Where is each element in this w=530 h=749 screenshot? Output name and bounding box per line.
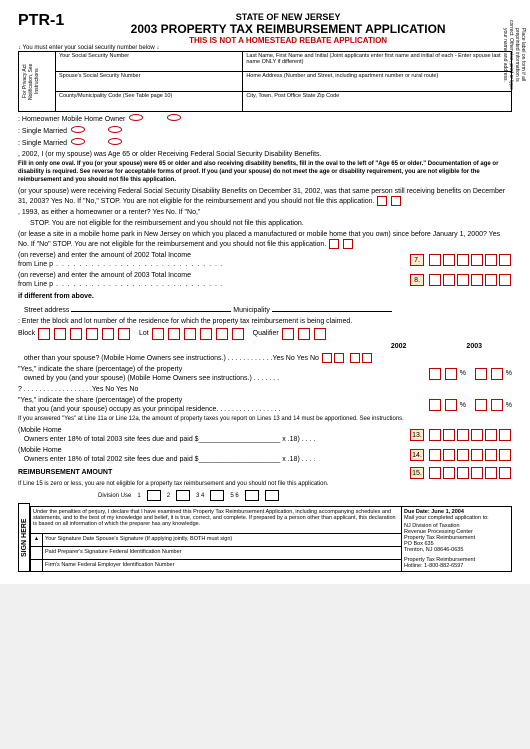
num15: 15.: [410, 467, 424, 479]
num14: 14.: [410, 449, 424, 461]
checkbox-no[interactable]: [391, 196, 401, 206]
city-label: City, Town, Post Office State Zip Code: [246, 93, 339, 99]
arrow-icon: ▲: [31, 534, 43, 547]
sign-here-side: SIGN HERE: [18, 503, 30, 572]
line9: other than your spouse? (Mobile Home Own…: [18, 353, 512, 363]
form-code: PTR-1: [18, 12, 64, 30]
line8: : Enter the block and lot number of the …: [18, 317, 512, 326]
oval[interactable]: [108, 126, 122, 133]
status2: : Single Married: [18, 128, 67, 135]
id-grid: For Privacy Act Notification, See Instru…: [18, 51, 512, 112]
line1: , 2002, I (or my spouse) was Age 65 or o…: [18, 150, 512, 159]
sig-row2[interactable]: Paid Preparer's Signature Federal Identi…: [43, 546, 402, 559]
line15: (Mobile Home Owners enter 18% of total 2…: [18, 446, 512, 464]
status-row-1: : Homeowner Mobile Home Owner: [18, 114, 512, 124]
oval[interactable]: [71, 126, 85, 133]
line11: ? . . . . . . . . . . . . . . . . . .Yes…: [18, 385, 512, 394]
page: Place label on form if all preprinted in…: [0, 0, 530, 584]
oval[interactable]: [71, 138, 85, 145]
num7: 7.: [410, 254, 424, 266]
ssn-label: Your Social Security Number: [59, 53, 129, 59]
checkbox-yes[interactable]: [329, 239, 339, 249]
line7: if different from above.: [18, 292, 512, 301]
line13: If you answered "Yes" at Line 11a or Lin…: [18, 416, 512, 424]
name-label: Last Name, First Name and Initial (Joint…: [246, 53, 500, 65]
street-input[interactable]: [71, 303, 231, 312]
muni-input[interactable]: [272, 303, 392, 312]
line10: "Yes," indicate the share (percentage) o…: [18, 365, 512, 383]
division-use: Division Use 1 2 3 4 5 6: [18, 490, 512, 501]
county-label: County/Municipality Code (See Table page…: [59, 93, 172, 99]
line4: (or lease a site in a mobile home park i…: [18, 230, 512, 249]
num8: 8.: [410, 274, 424, 286]
oval[interactable]: [129, 114, 143, 121]
state-line: STATE OF NEW JERSEY: [64, 12, 512, 22]
sig-row3[interactable]: Firm's Name Federal Employer Identificat…: [43, 559, 402, 572]
status3: : Single Married: [18, 140, 67, 147]
amt[interactable]: [429, 254, 441, 266]
hotline: Property Tax Reimbursement Hotline: 1-80…: [404, 557, 509, 569]
line16: If Line 15 is zero or less, you are not …: [18, 481, 512, 489]
line2: (or your spouse) were receiving Federal …: [18, 187, 512, 206]
checkbox-no[interactable]: [343, 239, 353, 249]
reimb-row: REIMBURSEMENT AMOUNT 15.: [18, 467, 512, 479]
status-row-2: : Single Married: [18, 126, 512, 136]
line3: , 1993, as either a homeowner or a rente…: [18, 208, 512, 217]
year-headers: 2002 2003: [18, 342, 512, 351]
address: NJ Division of Taxation Revenue Processi…: [404, 523, 509, 553]
oval[interactable]: [108, 138, 122, 145]
spouse-ssn-label: Spouse's Social Security Number: [59, 73, 140, 79]
line12: "Yes," indicate the share (percentage) o…: [18, 396, 512, 414]
perjury: Under the penalties of perjury, I declar…: [31, 507, 402, 534]
mail-to: Mail your completed application to:: [404, 515, 509, 521]
checkbox-yes[interactable]: [377, 196, 387, 206]
right-vertical-note: Place label on form if all preprinted in…: [516, 20, 526, 90]
sig-row1[interactable]: Your Signature Date Spouse's Signature (…: [43, 534, 402, 547]
status-row-3: : Single Married: [18, 138, 512, 148]
address-label: Home Address (Number and Street, includi…: [246, 73, 438, 79]
line3b: STOP. You are not eligible for the reimb…: [30, 219, 512, 228]
num13: 13.: [410, 429, 424, 441]
header: PTR-1 STATE OF NEW JERSEY 2003 PROPERTY …: [18, 12, 512, 45]
oval[interactable]: [167, 114, 181, 121]
line7b: Street address Municipality: [18, 303, 512, 315]
line8b: Block Lot Qualifier: [18, 328, 512, 340]
line5: (on reverse) and enter the amount of 200…: [18, 251, 512, 269]
privacy-side: For Privacy Act Notification, See Instru…: [22, 53, 40, 110]
status1: : Homeowner Mobile Home Owner: [18, 116, 125, 123]
title: 2003 PROPERTY TAX REIMBURSEMENT APPLICAT…: [64, 22, 512, 36]
line14: (Mobile Home Owners enter 18% of total 2…: [18, 426, 512, 444]
line1b: Fill in only one oval. If you (or your s…: [18, 161, 512, 184]
warning: THIS IS NOT A HOMESTEAD REBATE APPLICATI…: [64, 36, 512, 45]
sign-table: Under the penalties of perjury, I declar…: [30, 506, 512, 572]
line6: (on reverse) and enter the amount of 200…: [18, 271, 512, 289]
